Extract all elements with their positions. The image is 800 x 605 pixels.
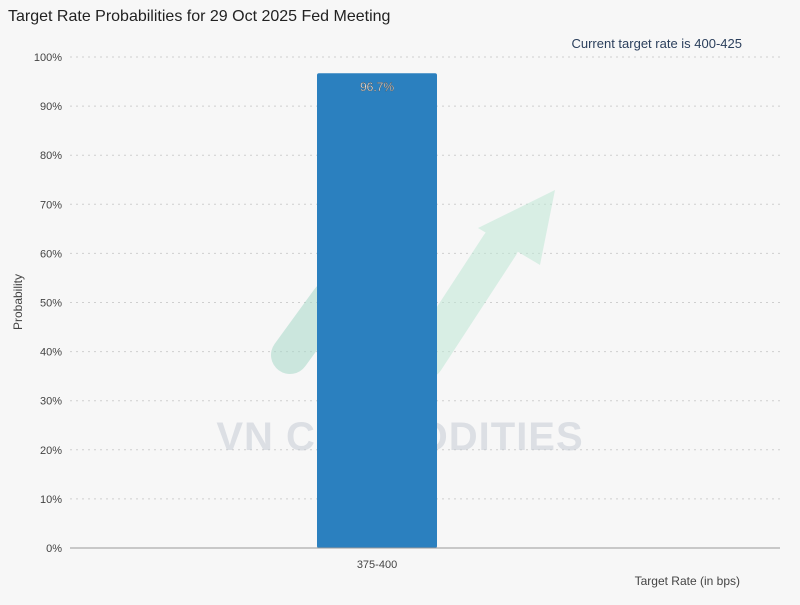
y-tick-label: 70% [40, 199, 62, 211]
bars: 96.7% [317, 73, 437, 548]
y-tick-label: 100% [34, 52, 62, 64]
y-tick-label: 60% [40, 248, 62, 260]
y-tick-label: 50% [40, 298, 62, 310]
x-tick-label: 375-400 [357, 559, 397, 571]
y-axis-title: Probability [11, 274, 25, 330]
x-tick-labels: 375-400 [357, 559, 397, 571]
y-tick-label: 0% [46, 543, 62, 555]
chart-title: Target Rate Probabilities for 29 Oct 202… [8, 8, 391, 25]
bar-data-label: 96.7% [360, 80, 394, 94]
x-axis-title: Target Rate (in bps) [635, 574, 740, 588]
y-tick-label: 40% [40, 347, 62, 359]
y-tick-label: 20% [40, 445, 62, 457]
y-tick-label: 80% [40, 150, 62, 162]
chart-subtitle: Current target rate is 400-425 [571, 36, 742, 51]
bar [317, 73, 437, 548]
y-tick-label: 10% [40, 494, 62, 506]
y-tick-label: 30% [40, 396, 62, 408]
y-tick-labels: 0% 10% 20% 30% 40% 50% 60% 70% 80% 90% 100% [34, 52, 62, 555]
y-tick-label: 90% [40, 101, 62, 113]
